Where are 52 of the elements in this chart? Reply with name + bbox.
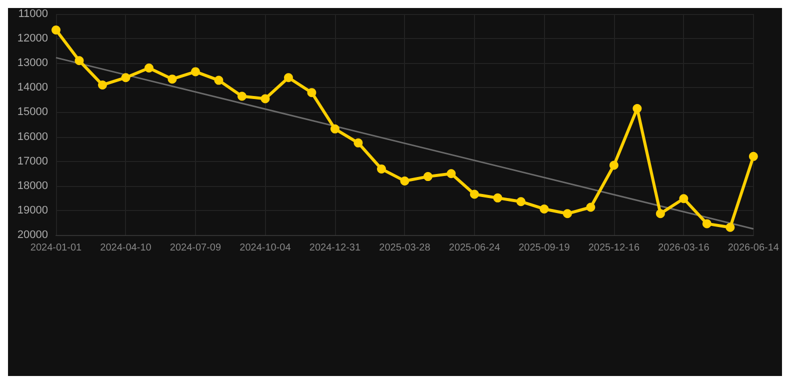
y-tick-label: 16000 [17, 130, 48, 143]
point [586, 202, 596, 212]
y-tick-label: 18000 [17, 180, 48, 192]
y-tick-label: 20000 [17, 229, 48, 241]
point [702, 219, 712, 228]
point [190, 67, 200, 76]
y-tick-label: 11000 [18, 8, 48, 20]
x-tick-label: 2024-01-01 [30, 242, 82, 254]
point [446, 169, 456, 178]
y-tick-label: 15000 [17, 106, 48, 118]
x-tick-label: 2026-06-14 [728, 242, 780, 254]
point [168, 74, 177, 84]
point [121, 73, 130, 82]
point [284, 73, 293, 82]
x-tick-label: 2024-12-31 [309, 242, 361, 254]
point [98, 80, 107, 90]
point [470, 190, 479, 199]
point [748, 152, 758, 161]
point [260, 94, 270, 104]
x-tick-label: 2026-03-16 [658, 242, 710, 254]
point [400, 176, 410, 186]
x-tick-label: 2024-04-10 [100, 242, 152, 254]
x-tick-label: 2024-07-09 [170, 242, 222, 254]
point [632, 104, 642, 114]
point [237, 92, 246, 101]
y-tick-label: 19000 [17, 204, 48, 216]
x-tick-label: 2025-12-16 [588, 242, 640, 254]
point [656, 209, 665, 218]
x-tick-label: 2025-03-28 [379, 242, 431, 254]
point [214, 76, 224, 85]
point [423, 172, 432, 182]
point [144, 64, 154, 73]
y-tick-label: 12000 [17, 32, 48, 45]
point [307, 88, 316, 98]
y-tick-label: 17000 [17, 155, 48, 168]
point [376, 164, 386, 174]
x-tick-label: 2024-10-04 [240, 242, 292, 254]
y-tick-label: 14000 [17, 82, 48, 94]
point [679, 194, 688, 204]
point [330, 124, 340, 134]
point [562, 209, 572, 218]
point [52, 25, 60, 34]
point [354, 138, 363, 148]
point [493, 193, 502, 202]
point [726, 222, 735, 232]
x-tick-label: 2025-06-24 [448, 242, 500, 254]
point [516, 197, 526, 206]
x-tick-label: 2025-09-19 [518, 242, 570, 254]
y-tick-label: 13000 [17, 57, 48, 70]
point [74, 56, 84, 66]
point [609, 160, 618, 170]
point [540, 204, 549, 214]
